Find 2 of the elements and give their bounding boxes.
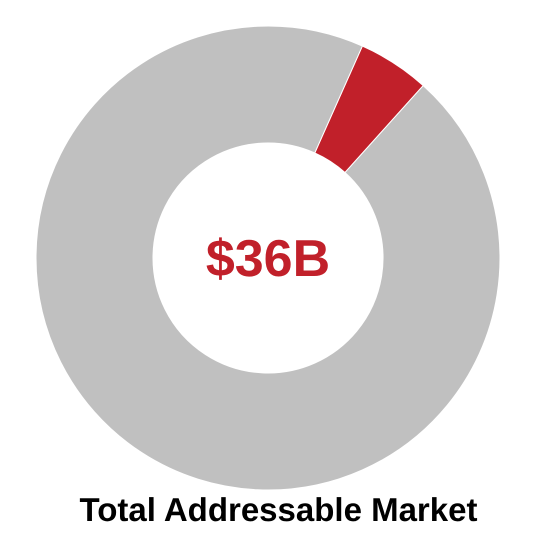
text: $36B bbox=[206, 230, 330, 288]
text: Total Addressable Market bbox=[80, 491, 478, 528]
